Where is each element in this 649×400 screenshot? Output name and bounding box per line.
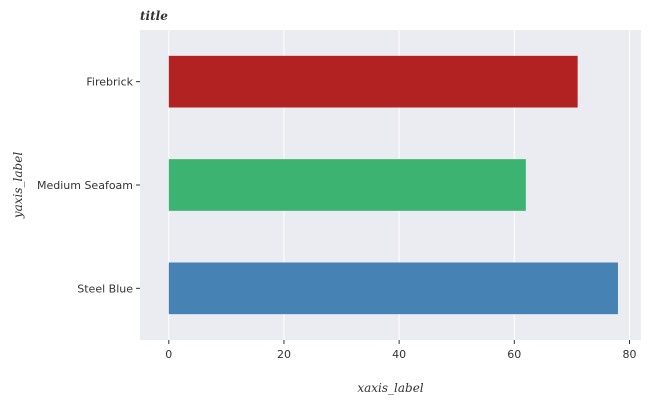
y-tick-label-0: Steel Blue <box>77 282 133 295</box>
x-axis-label: xaxis_label <box>357 381 423 395</box>
x-tick-label-1: 20 <box>277 348 291 361</box>
chart-title: title <box>140 9 168 23</box>
x-tick-label-3: 60 <box>507 348 521 361</box>
y-tick-label-2: Firebrick <box>86 76 133 89</box>
bar-medium-seafoam <box>168 159 526 211</box>
bar-steel-blue <box>168 262 618 315</box>
x-tick-label-0: 0 <box>165 348 172 361</box>
bar-firebrick <box>168 55 578 108</box>
y-axis-ticks: Steel Blue Medium Seafoam Firebrick <box>37 76 140 295</box>
x-tick-label-2: 40 <box>392 348 406 361</box>
x-axis-ticks: 0 20 40 60 80 <box>165 340 636 361</box>
y-axis-label: yaxis_label <box>11 152 25 219</box>
x-tick-label-4: 80 <box>622 348 636 361</box>
y-tick-label-1: Medium Seafoam <box>37 179 133 192</box>
bars <box>168 55 618 315</box>
